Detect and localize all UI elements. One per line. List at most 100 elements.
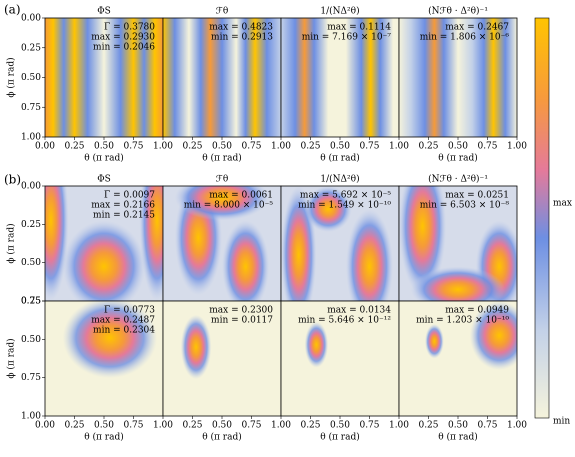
x-tick-label: 0.25	[300, 421, 320, 431]
x-axis-label: θ (π rad)	[320, 153, 360, 164]
y-tick-label: 0.25	[21, 43, 41, 53]
panel-title: ΦS	[97, 7, 111, 17]
heatmap-blob	[62, 301, 158, 379]
x-tick-label: 0.75	[359, 421, 379, 431]
y-tick-label: 0.75	[21, 297, 41, 307]
heatmap-bg	[281, 301, 399, 416]
annotation: min = 5.646 × 10⁻¹²	[298, 316, 391, 326]
heatmap-blob	[345, 209, 394, 301]
heatmap-blob	[424, 324, 444, 359]
heatmap	[45, 301, 163, 416]
y-tick-label: 0.50	[21, 258, 41, 268]
x-axis-label: θ (π rad)	[438, 153, 478, 164]
annotation: Γ = 0.0097	[104, 191, 155, 201]
x-axis-label: θ (π rad)	[320, 432, 360, 443]
x-tick-label: 1.00	[153, 421, 173, 431]
x-axis-label: θ (π rad)	[202, 153, 242, 164]
x-tick-label: 0.50	[448, 421, 468, 431]
y-tick-label: 1.00	[21, 412, 41, 422]
heatmap	[281, 301, 399, 416]
x-tick-label: 0.75	[477, 142, 497, 152]
heatmap-blob	[45, 186, 69, 301]
heatmap-blob	[304, 321, 329, 368]
x-tick-label: 0.75	[123, 421, 143, 431]
y-tick-label: 0.00	[21, 182, 41, 192]
heatmap	[45, 186, 163, 301]
x-tick-label: 0.75	[123, 142, 143, 152]
heatmap	[399, 301, 517, 416]
y-tick-label: 0.75	[21, 373, 41, 383]
annotation: max = 0.0134	[327, 306, 391, 316]
heatmap-blob	[139, 186, 163, 301]
x-tick-label: 0.50	[448, 142, 468, 152]
annotation: min = 0.0117	[211, 316, 273, 326]
y-axis-label: ϕ (π rad)	[6, 338, 17, 378]
heatmap-blob	[399, 186, 447, 296]
heatmap	[281, 18, 399, 137]
heatmap-blob	[174, 186, 270, 221]
x-tick-label: 0.75	[359, 142, 379, 152]
colorbar	[534, 17, 550, 419]
annotation: min = 1.203 × 10⁻¹⁰	[416, 316, 509, 326]
x-tick-label: 1.00	[507, 142, 527, 152]
annotation: min = 1.549 × 10⁻¹⁰	[298, 201, 391, 211]
x-tick-label: 0.25	[182, 142, 202, 152]
x-tick-label: 0.25	[64, 421, 84, 431]
x-tick-label: 0.75	[477, 421, 497, 431]
annotation: min = 0.2913	[211, 33, 273, 43]
heatmap	[281, 186, 399, 301]
y-tick-label: 1.00	[21, 133, 41, 143]
y-tick-label: 0.25	[21, 220, 41, 230]
panel-title: ℱθ	[216, 7, 229, 17]
x-axis-label: θ (π rad)	[202, 432, 242, 443]
x-tick-label: 0.25	[182, 421, 202, 431]
x-tick-label: 0.25	[418, 142, 438, 152]
panel-label: (a)	[4, 3, 21, 17]
heatmap	[399, 18, 517, 137]
heatmap-blob	[304, 186, 352, 232]
x-tick-label: 1.00	[153, 142, 173, 152]
y-tick-label: 0.50	[21, 335, 41, 345]
y-tick-label: 0.50	[21, 73, 41, 83]
x-tick-label: 1.00	[271, 142, 291, 152]
y-axis-label: ϕ (π rad)	[6, 223, 17, 263]
heatmap	[45, 18, 163, 137]
heatmap-blob	[62, 220, 146, 301]
heatmap	[399, 186, 517, 301]
y-axis-label: ϕ (π rad)	[6, 57, 17, 97]
x-tick-label: 0.25	[64, 142, 84, 152]
x-tick-label: 0.75	[241, 142, 261, 152]
annotation: min = 6.503 × 10⁻⁸	[420, 201, 510, 211]
x-tick-label: 0.75	[241, 421, 261, 431]
x-tick-label: 0.50	[330, 142, 350, 152]
annotation: Γ = 0.3780	[104, 23, 155, 33]
annotation: min = 7.169 × 10⁻⁷	[302, 33, 392, 43]
annotation: max = 0.2930	[91, 33, 155, 43]
panel-title: 1/(NΔ²θ)	[320, 6, 359, 17]
annotation: min = 1.806 × 10⁻⁶	[420, 33, 510, 43]
annotation: max = 0.2300	[209, 306, 273, 316]
panel-title: (Nℱθ · Δ²θ)⁻¹	[428, 6, 488, 17]
x-axis-label: θ (π rad)	[84, 432, 124, 443]
panel-title: ℱθ	[216, 175, 229, 185]
x-tick-label: 0.50	[212, 142, 232, 152]
panel-label: (b)	[4, 173, 21, 187]
heatmap-blob	[222, 220, 270, 301]
x-tick-label: 1.00	[389, 142, 409, 152]
y-tick-label: 0.25	[21, 297, 41, 307]
x-tick-label: 0.00	[35, 421, 55, 431]
x-tick-label: 1.00	[271, 421, 291, 431]
heatmap	[163, 301, 281, 416]
annotation: min = 0.2145	[93, 211, 155, 221]
x-tick-label: 1.00	[389, 421, 409, 431]
y-tick-label: 0.75	[21, 103, 41, 113]
x-axis-label: θ (π rad)	[84, 153, 124, 164]
annotation: max = 0.0061	[209, 191, 273, 201]
annotation: max = 0.1114	[327, 23, 391, 33]
x-tick-label: 1.00	[507, 421, 527, 431]
heatmap	[163, 18, 281, 137]
x-tick-label: 0.50	[94, 142, 114, 152]
annotation: max = 0.2166	[91, 201, 155, 211]
x-tick-label: 0.25	[300, 142, 320, 152]
